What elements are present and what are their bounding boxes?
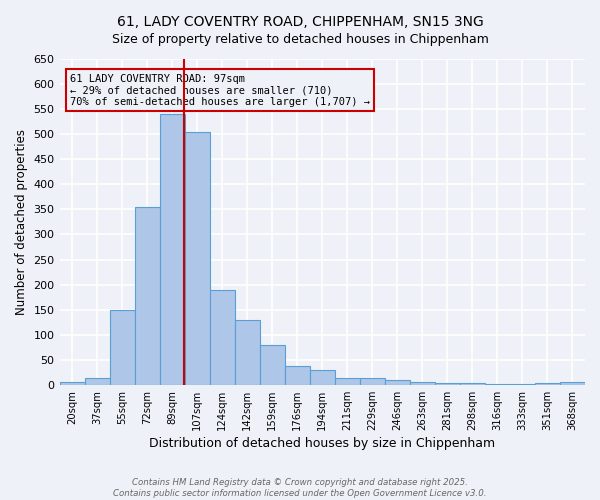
Text: 61 LADY COVENTRY ROAD: 97sqm
← 29% of detached houses are smaller (710)
70% of s: 61 LADY COVENTRY ROAD: 97sqm ← 29% of de… (70, 74, 370, 107)
Bar (385, 380, 410, 385)
Bar (260, 344, 285, 385)
Text: 61, LADY COVENTRY ROAD, CHIPPENHAM, SN15 3NG: 61, LADY COVENTRY ROAD, CHIPPENHAM, SN15… (116, 15, 484, 29)
Bar (410, 382, 435, 385)
Bar (160, 114, 185, 385)
Y-axis label: Number of detached properties: Number of detached properties (15, 129, 28, 315)
Bar (209, 290, 235, 385)
Bar (535, 384, 560, 385)
Bar (310, 370, 335, 385)
Bar (185, 132, 209, 385)
Bar (110, 310, 134, 385)
Bar (235, 320, 260, 385)
Bar (59, 382, 85, 385)
Bar (435, 384, 460, 385)
Bar (560, 382, 585, 385)
Bar (85, 378, 110, 385)
X-axis label: Distribution of detached houses by size in Chippenham: Distribution of detached houses by size … (149, 437, 496, 450)
Bar (485, 384, 510, 385)
Text: Size of property relative to detached houses in Chippenham: Size of property relative to detached ho… (112, 32, 488, 46)
Text: Contains HM Land Registry data © Crown copyright and database right 2025.
Contai: Contains HM Land Registry data © Crown c… (113, 478, 487, 498)
Bar (285, 366, 310, 385)
Bar (460, 384, 485, 385)
Bar (510, 384, 535, 385)
Bar (134, 207, 160, 385)
Bar (360, 378, 385, 385)
Bar (335, 378, 360, 385)
